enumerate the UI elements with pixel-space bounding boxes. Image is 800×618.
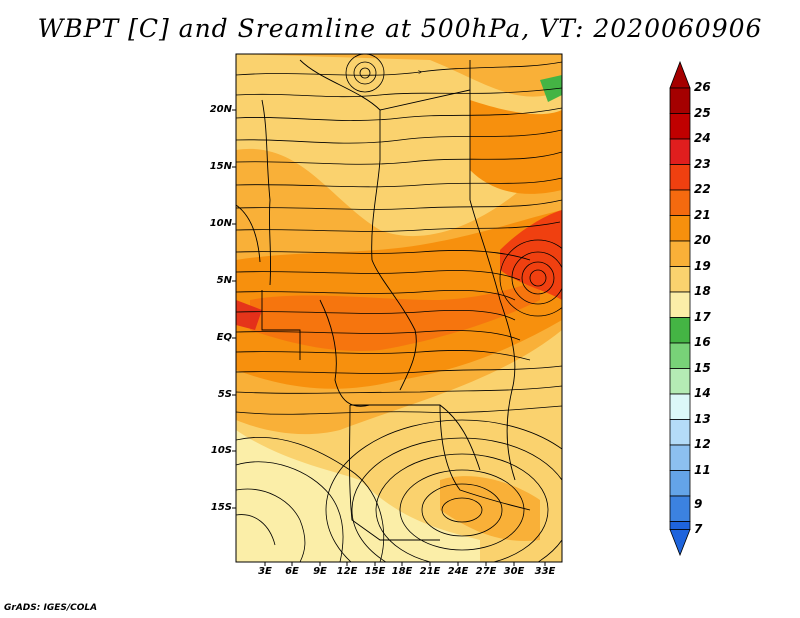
colorbar-label: 12 — [694, 437, 711, 451]
colorbar-label: 11 — [694, 463, 711, 477]
lon-label: 18E — [391, 566, 413, 577]
colorbar-label: 21 — [694, 208, 711, 222]
colorbar-label: 24 — [694, 131, 711, 145]
colorbar-label: 22 — [694, 182, 711, 196]
lat-label: 15N — [209, 161, 232, 172]
lon-label: 9E — [313, 566, 327, 577]
colorbar-swatch — [669, 164, 691, 191]
colorbar-swatch — [669, 521, 691, 530]
colorbar-label: 13 — [694, 412, 711, 426]
country-borders — [236, 59, 531, 541]
lon-label: 15E — [364, 566, 386, 577]
colorbar-swatch — [669, 470, 691, 497]
lat-label: 10S — [210, 445, 232, 456]
colorbar-label: 23 — [694, 157, 711, 171]
streamlines — [236, 54, 562, 562]
lon-label: 3E — [258, 566, 272, 577]
colorbar-swatch — [669, 87, 691, 114]
colorbar-swatch — [669, 215, 691, 242]
colorbar-label: 19 — [694, 259, 711, 273]
lat-label: 5N — [216, 275, 232, 286]
lon-label: 30E — [503, 566, 525, 577]
colorbar-swatch — [669, 189, 691, 216]
lat-label: 10N — [209, 218, 232, 229]
colorbar — [669, 60, 691, 557]
colorbar-label: 26 — [694, 80, 711, 94]
lon-label: 33E — [534, 566, 556, 577]
colorbar-swatch — [669, 419, 691, 446]
map-frame — [235, 53, 563, 563]
colorbar-swatch — [669, 291, 691, 318]
lat-label: 5S — [217, 389, 232, 400]
colorbar-bottom-arrow — [669, 529, 691, 557]
colorbar-swatch — [669, 495, 691, 522]
lat-label: 20N — [209, 104, 232, 115]
colorbar-swatch — [669, 317, 691, 344]
lon-label: 6E — [285, 566, 299, 577]
lon-label: 27E — [475, 566, 497, 577]
colorbar-swatch — [669, 342, 691, 369]
colorbar-label: 20 — [694, 233, 711, 247]
colorbar-label: 17 — [694, 310, 711, 324]
axis-ticks — [232, 109, 546, 566]
colorbar-label: 25 — [694, 106, 711, 120]
colorbar-swatch — [669, 113, 691, 140]
colorbar-swatch — [669, 138, 691, 165]
colorbar-top-arrow — [669, 60, 691, 89]
colorbar-swatch — [669, 368, 691, 395]
colorbar-label: 18 — [694, 284, 711, 298]
colorbar-swatch — [669, 444, 691, 471]
lat-label: EQ — [216, 332, 232, 343]
colorbar-label: 15 — [694, 361, 711, 375]
colorbar-label: 7 — [694, 522, 703, 536]
colorbar-label: 14 — [694, 386, 711, 400]
grads-credit: GrADS: IGES/COLA — [4, 603, 98, 613]
lat-label: 15S — [210, 502, 232, 513]
colorbar-swatch — [669, 240, 691, 267]
map-title: WBPT [C] and Sreamline at 500hPa, VT: 20… — [37, 14, 763, 43]
colorbar-swatch — [669, 266, 691, 293]
colorbar-label: 9 — [694, 497, 703, 511]
colorbar-swatch — [669, 393, 691, 420]
colorbar-label: 16 — [694, 335, 711, 349]
lon-label: 12E — [336, 566, 358, 577]
lon-label: 21E — [419, 566, 441, 577]
lon-label: 24E — [447, 566, 469, 577]
wbpt-shading — [236, 54, 562, 562]
